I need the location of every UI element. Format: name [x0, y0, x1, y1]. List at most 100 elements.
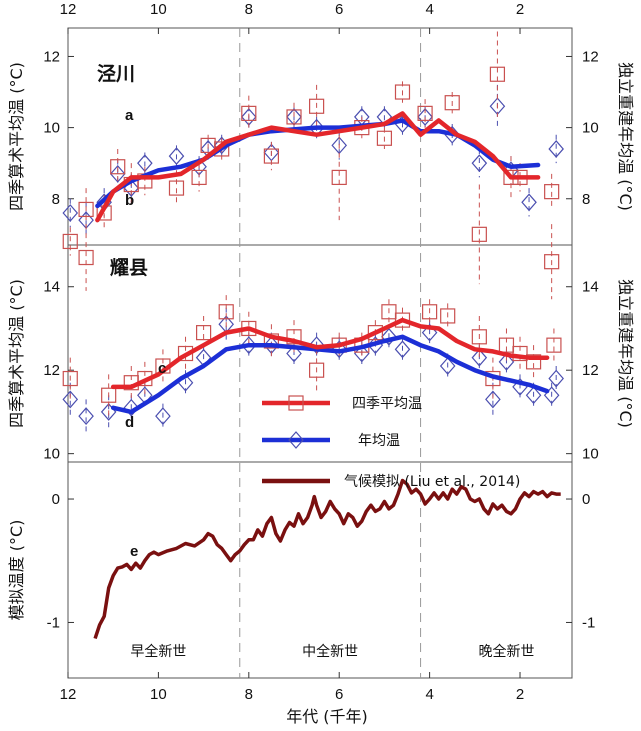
- y-axis-label-right: 独立重建年均温 (°C): [616, 62, 635, 211]
- panel-letter: d: [125, 414, 134, 431]
- square-marker: [196, 325, 212, 341]
- x-axis: 12 12 10 10 8 8 6 6 4 4 2 2 早全新世 中全新世 晚全新世: [60, 1, 535, 703]
- square-marker: [78, 249, 94, 266]
- y-tick-label-left: 10: [43, 120, 60, 137]
- diamond-marker: [548, 140, 564, 158]
- diamond-marker: [354, 344, 370, 363]
- y-tick-label-left: 12: [43, 48, 60, 65]
- site-label: 耀县: [110, 257, 148, 279]
- x-tick-label-bottom: 12: [60, 686, 77, 703]
- diamond-marker: [548, 369, 564, 388]
- x-tick-label-bottom: 10: [150, 686, 167, 703]
- square-marker: [525, 354, 542, 370]
- diamond-marker: [155, 407, 171, 426]
- diamond-marker: [288, 431, 304, 449]
- x-tick-label-top: 8: [245, 1, 253, 18]
- square-marker: [309, 98, 325, 114]
- x-tick-label-bottom: 6: [335, 686, 343, 703]
- period-label: 晚全新世: [478, 643, 534, 660]
- square-marker: [417, 105, 433, 121]
- diamond-marker: [62, 204, 79, 222]
- square-marker: [101, 387, 117, 403]
- site-label: 泾川: [97, 63, 135, 85]
- panel-letter: a: [125, 107, 134, 124]
- legend-label-seasonal: 四季平均温: [352, 396, 422, 412]
- diamond-marker: [439, 357, 456, 375]
- square-marker: [544, 184, 560, 200]
- y-tick-label-left: 0: [52, 491, 60, 508]
- diamond-marker: [498, 352, 515, 371]
- diamond-marker: [78, 407, 94, 426]
- y-axis-label-left: 模拟温度 (°C): [7, 520, 26, 621]
- diamond-marker: [62, 390, 79, 409]
- square-marker: [376, 130, 393, 146]
- panel-letter: c: [158, 360, 166, 377]
- legend-label-model: 气候模拟 (Liu et al., 2014): [344, 474, 520, 490]
- legend-label-annual: 年均温: [358, 433, 400, 449]
- diamond-marker: [525, 386, 542, 405]
- panel-letter: e: [130, 543, 138, 560]
- x-tick-label-bottom: 8: [245, 686, 253, 703]
- square-marker: [394, 312, 411, 328]
- diamond-marker: [471, 154, 488, 173]
- y-tick-label-right: 12: [582, 48, 599, 65]
- series-seasonal-points: [62, 31, 560, 285]
- x-tick-label-bottom: 4: [425, 686, 433, 703]
- y-tick-label-right: 0: [582, 491, 590, 508]
- diamond-marker: [123, 398, 140, 417]
- period-label: 早全新世: [130, 643, 186, 660]
- square-marker: [444, 95, 460, 111]
- y-tick-label-left: 14: [43, 279, 60, 296]
- y-tick-label-right: 10: [582, 446, 599, 463]
- square-marker: [546, 337, 562, 353]
- square-marker: [263, 333, 280, 349]
- square-marker: [512, 345, 528, 362]
- square-marker: [286, 109, 302, 125]
- series-annual-points: [62, 84, 564, 238]
- square-marker: [191, 169, 207, 186]
- x-tick-label-top: 2: [516, 1, 524, 18]
- y-axis-label-left: 四季算术平均温 (°C): [7, 62, 26, 211]
- square-marker: [62, 233, 78, 250]
- y-tick-label-right: 14: [582, 279, 599, 296]
- smoothed-line-seasonal: [110, 317, 550, 390]
- smoothed-line-annual: [110, 334, 550, 415]
- x-tick-label-top: 10: [150, 1, 167, 18]
- diamond-marker: [381, 327, 397, 346]
- square-marker: [218, 304, 234, 320]
- x-tick-label-top: 4: [425, 1, 433, 18]
- square-marker: [471, 226, 487, 242]
- series-annual-points: [62, 307, 564, 433]
- square-marker: [498, 337, 515, 353]
- model-temperature-line: [93, 478, 561, 640]
- square-marker: [241, 105, 257, 121]
- y-tick-label-right: 12: [582, 362, 599, 379]
- y-tick-label-left: 12: [43, 362, 60, 379]
- diamond-marker: [521, 193, 537, 212]
- diamond-marker: [286, 344, 302, 363]
- diamond-marker: [471, 348, 488, 367]
- panel-yaoxian: 10 12 14 10 12 14 四季算术平均温 (°C) 独立重建年均温 (°C) 耀县 c d: [7, 224, 635, 463]
- series-seasonal-points: [62, 224, 562, 417]
- y-axis-label-left: 四季算术平均温 (°C): [7, 279, 26, 428]
- y-axis-label-right: 独立重建年均温 (°C): [616, 279, 635, 428]
- period-label: 中全新世: [302, 643, 358, 660]
- square-marker: [471, 329, 487, 345]
- y-tick-label-left: 10: [43, 446, 60, 463]
- panel-model: 0 -1 0 -1 模拟温度 (°C) e: [7, 478, 595, 640]
- y-tick-label-right: -1: [582, 614, 595, 631]
- diamond-marker: [241, 336, 257, 355]
- square-marker: [381, 304, 397, 320]
- square-marker: [286, 329, 302, 345]
- x-axis-label: 年代 (千年): [286, 707, 368, 726]
- square-marker: [110, 159, 126, 175]
- y-tick-label-left: 8: [52, 191, 60, 208]
- panel-frames: [67, 27, 573, 679]
- x-tick-label-top: 12: [60, 1, 77, 18]
- x-tick-label-top: 6: [335, 1, 343, 18]
- y-tick-label-left: -1: [47, 614, 60, 631]
- diamond-marker: [394, 340, 411, 359]
- square-marker: [331, 169, 347, 186]
